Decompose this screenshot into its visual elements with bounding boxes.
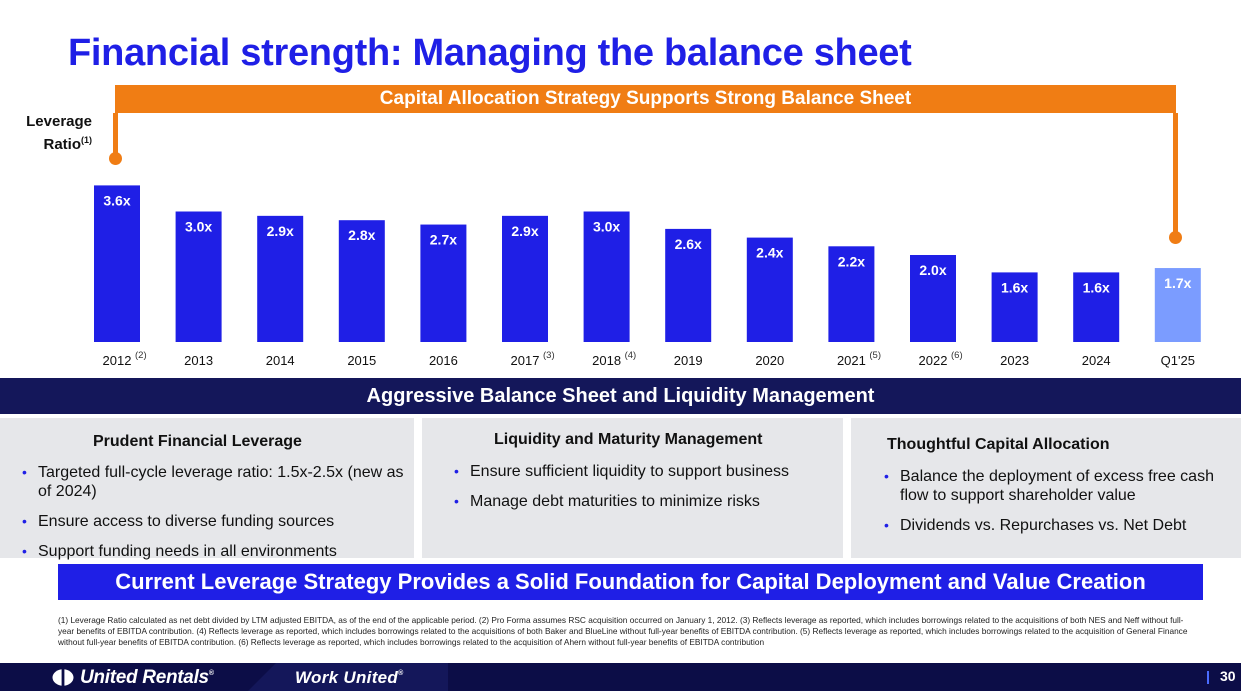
category-footnote-ref: (5) <box>869 350 881 361</box>
category-footnote-ref: (2) <box>135 350 147 361</box>
united-rentals-logo-icon <box>52 669 74 686</box>
bar-value-label: 3.6x <box>103 192 130 208</box>
footnote-text: (1) Leverage Ratio calculated as net deb… <box>58 615 1188 647</box>
category-tick-label: 2015 <box>347 353 376 368</box>
category-tick-label: Q1'25 <box>1161 353 1195 368</box>
bullet-icon: • <box>454 463 459 479</box>
bar-2023 <box>991 272 1038 342</box>
bar-value-label: 3.0x <box>593 219 620 235</box>
category-tick-label: 2016 <box>429 353 458 368</box>
category-tick-label: 2021 <box>837 353 866 368</box>
bar-2022 <box>910 255 956 342</box>
panel-heading: Thoughtful Capital Allocation <box>887 436 1110 453</box>
category-tick-label: 2019 <box>674 353 703 368</box>
bar-value-label: 2.0x <box>919 262 946 278</box>
panel-heading: Prudent Financial Leverage <box>93 433 302 450</box>
leverage-axis-label: Leverage Ratio(1) <box>10 112 92 154</box>
bar-2021 <box>828 246 875 342</box>
category-tick-label: 2023 <box>1000 353 1029 368</box>
leverage-axis-footnote: (1) <box>81 135 92 145</box>
bullet-icon: • <box>22 543 27 559</box>
bar-value-label: 2.2x <box>838 253 865 269</box>
bar-2018 <box>583 211 630 342</box>
list-item: • Ensure sufficient liquidity to support … <box>454 463 789 480</box>
category-footnote-ref: (6) <box>951 350 963 361</box>
bar-2013 <box>175 211 222 342</box>
bar-q125 <box>1154 268 1201 342</box>
panel-capital-allocation: Thoughtful Capital Allocation • Balance t… <box>851 418 1241 558</box>
category-tick-label: 2017 <box>511 353 540 368</box>
bracket-right-leg <box>1173 113 1178 235</box>
category-tick-label: 2022 <box>919 353 948 368</box>
bracket-label: Capital Allocation Strategy Supports Str… <box>379 88 912 109</box>
bar-2019 <box>665 228 712 342</box>
category-tick-label: 2020 <box>755 353 784 368</box>
bracket-left-leg <box>113 113 118 157</box>
bar-value-label: 3.0x <box>185 219 212 235</box>
panel-bullets: • Ensure sufficient liquidity to support … <box>454 462 834 522</box>
category-footnote-ref: (4) <box>625 350 637 361</box>
bar-2014 <box>257 215 304 342</box>
bar-2016 <box>420 224 467 342</box>
category-tick-label: 2024 <box>1082 353 1111 368</box>
leverage-strategy-banner: Current Leverage Strategy Provides a Sol… <box>58 564 1203 600</box>
liquidity-band: Aggressive Balance Sheet and Liquidity M… <box>0 378 1241 414</box>
category-tick-label: 2018 <box>592 353 621 368</box>
list-item: • Ensure access to diverse funding source… <box>22 513 335 530</box>
bar-2012 <box>94 185 140 342</box>
page-number: 30 <box>1220 668 1236 684</box>
list-item: • Support funding needs in all environmen… <box>22 543 337 560</box>
bar-value-label: 2.6x <box>675 236 702 252</box>
page-separator <box>1207 671 1209 684</box>
bullet-icon: • <box>884 517 889 533</box>
band-label: Aggressive Balance Sheet and Liquidity M… <box>366 385 875 407</box>
panel-liquidity-maturity: Liquidity and Maturity Management • Ensur… <box>422 418 843 558</box>
bar-value-label: 2.9x <box>267 223 294 239</box>
list-item: • Dividends vs. Repurchases vs. Net Debt <box>884 517 1187 534</box>
bar-value-label: 1.6x <box>1001 279 1028 295</box>
bar-2020 <box>746 237 793 342</box>
category-footnote-ref: (3) <box>543 350 555 361</box>
bar-2017 <box>502 215 548 342</box>
bar-value-label: 1.7x <box>1164 275 1191 291</box>
bar-value-label: 2.9x <box>511 223 538 239</box>
leverage-axis-line1: Leverage <box>26 113 92 130</box>
bullet-icon: • <box>22 464 27 480</box>
tagline-band <box>248 663 448 691</box>
list-item: • Balance the deployment of excess free c… <box>884 468 1214 504</box>
banner-label: Current Leverage Strategy Provides a Sol… <box>115 569 1146 594</box>
bar-2015 <box>338 220 385 342</box>
bullet-icon: • <box>22 513 27 529</box>
leverage-axis-line2: Ratio <box>43 136 82 153</box>
bullet-icon: • <box>454 493 459 509</box>
category-tick-label: 2013 <box>184 353 213 368</box>
bullet-icon: • <box>884 468 889 484</box>
bracket-left-dot <box>109 152 122 165</box>
capital-allocation-bracket: Capital Allocation Strategy Supports Str… <box>115 85 1176 113</box>
page-title: Financial strength: Managing the balance… <box>68 32 912 74</box>
panel-bullets: • Balance the deployment of excess free c… <box>884 467 1224 546</box>
bar-value-label: 2.4x <box>756 245 783 261</box>
bracket-right-dot <box>1169 231 1182 244</box>
leverage-bar-chart: 3.6x 2012 (2) 3.0x 2013 2.9x 2014 2.8x 2015 2.7x 2… <box>94 185 1201 368</box>
category-tick-label: 2014 <box>266 353 295 368</box>
bar-value-label: 2.8x <box>348 227 375 243</box>
panel-heading: Liquidity and Maturity Management <box>494 431 763 448</box>
bar-value-label: 2.7x <box>430 232 457 248</box>
panel-bullets: • Targeted full-cycle leverage ratio: 1.5… <box>22 463 407 572</box>
brand-name: United Rentals® <box>80 667 214 688</box>
tagline: Work United® <box>295 668 404 687</box>
category-tick-label: 2012 <box>103 353 132 368</box>
list-item: • Manage debt maturities to minimize risk… <box>454 493 760 510</box>
list-item: • Targeted full-cycle leverage ratio: 1.5… <box>22 464 404 500</box>
footer-bar: United Rentals® Work United® 30 <box>0 663 1241 691</box>
bar-value-label: 1.6x <box>1083 279 1110 295</box>
bar-2024 <box>1073 272 1120 342</box>
panel-prudent-leverage: Prudent Financial Leverage • Targeted ful… <box>0 418 414 560</box>
